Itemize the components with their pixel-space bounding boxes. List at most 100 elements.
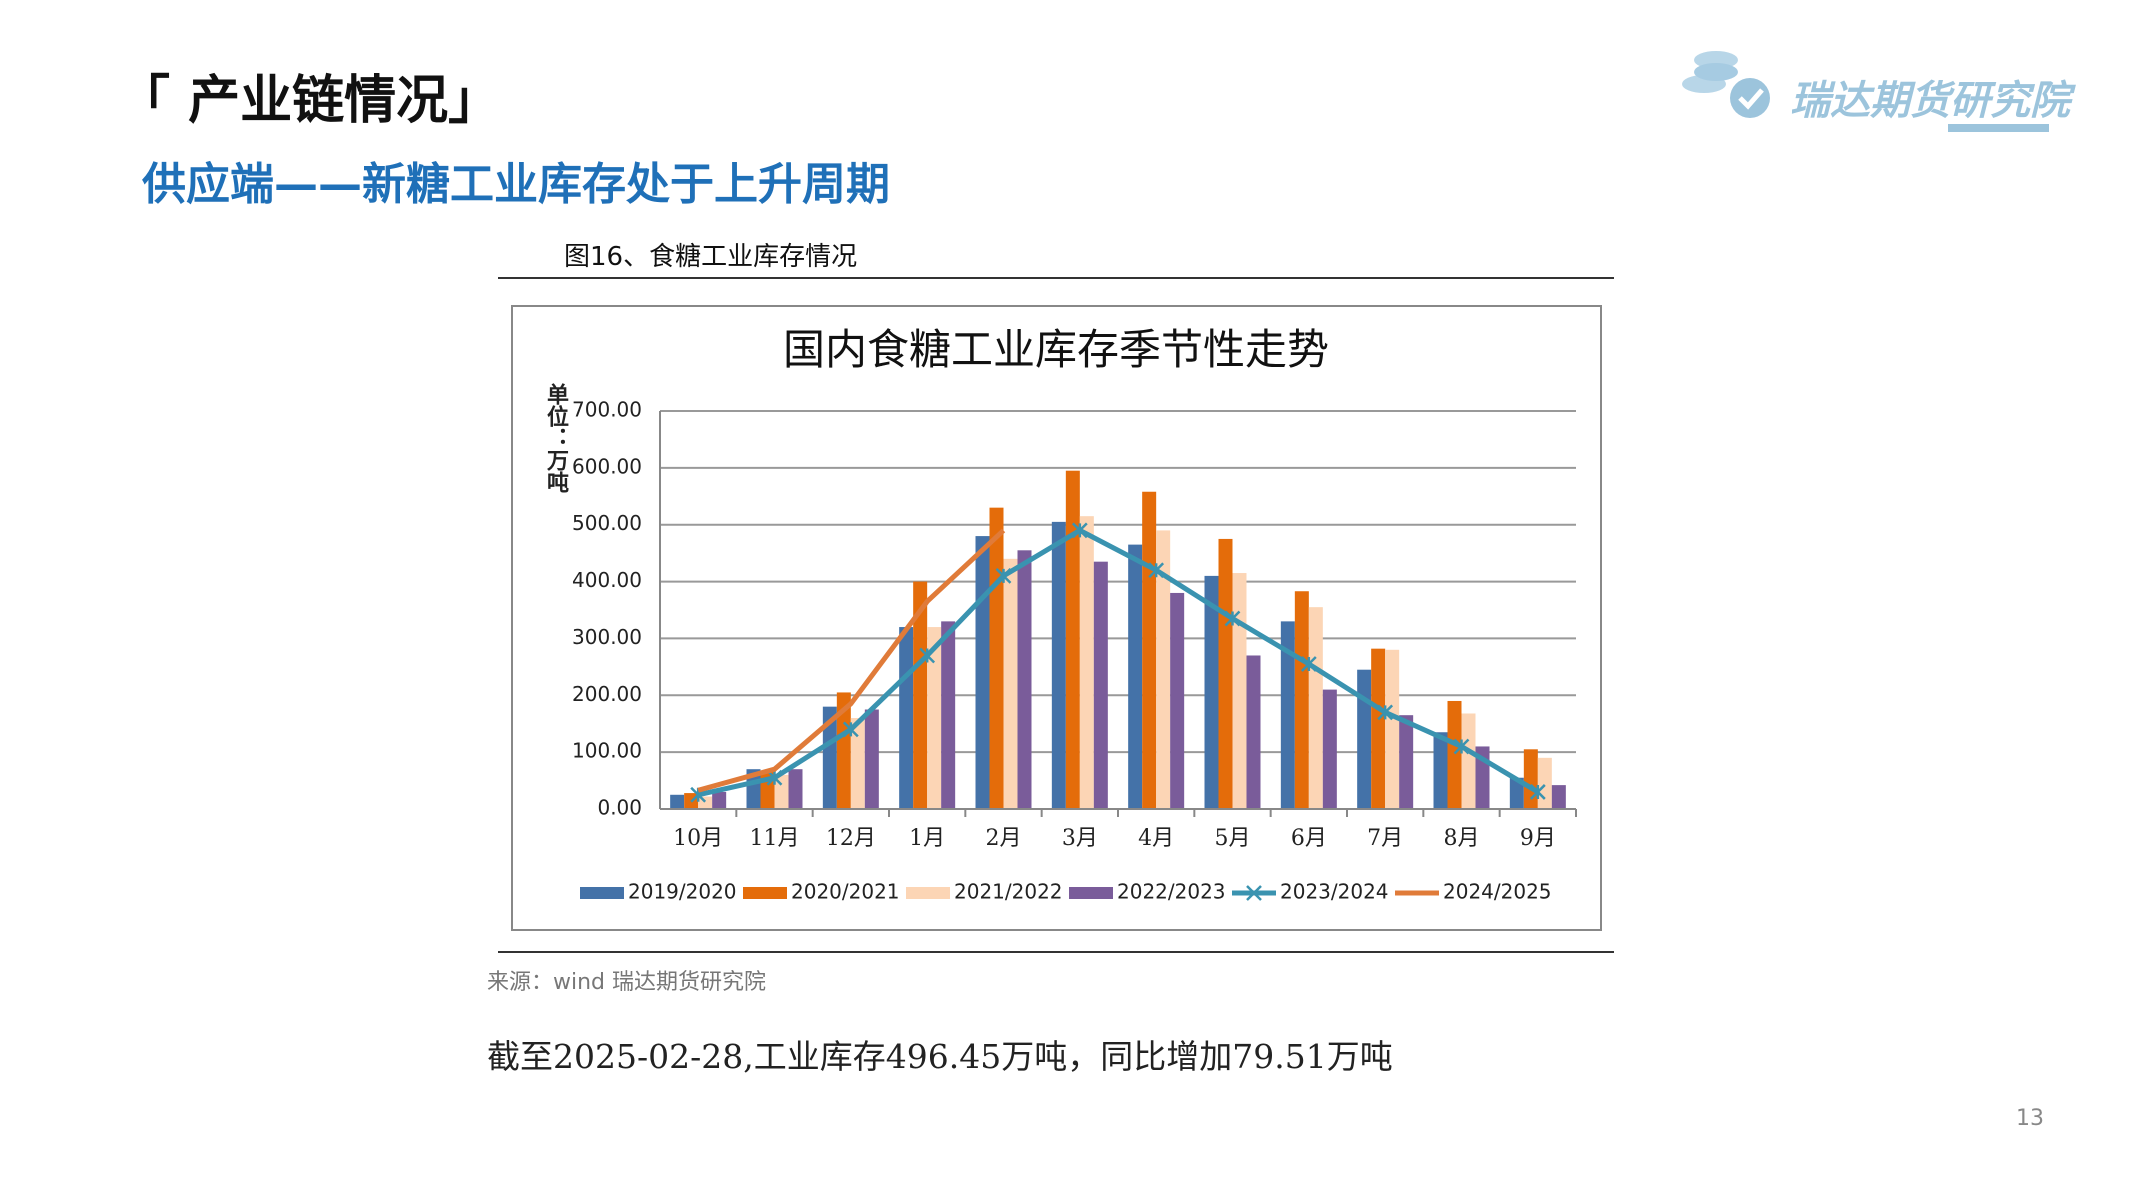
x-tick-label: 11月 <box>750 826 800 851</box>
bar <box>899 627 914 809</box>
y-tick-label: 300.00 <box>572 625 642 649</box>
line-series <box>697 527 1540 798</box>
bar <box>1509 777 1524 809</box>
x-tick-label: 8月 <box>1444 826 1480 851</box>
y-tick-label: 500.00 <box>572 511 642 535</box>
y-tick-label: 700.00 <box>572 398 642 422</box>
x-tick-label: 10月 <box>673 826 723 851</box>
bar <box>774 774 789 809</box>
line-marker <box>1071 522 1088 539</box>
bar <box>1079 516 1094 809</box>
bar <box>864 709 879 809</box>
rule <box>498 951 1614 953</box>
logo-underline <box>1948 124 2049 132</box>
bar <box>1399 715 1414 809</box>
x-tick-label: 3月 <box>1062 826 1098 851</box>
rule <box>498 277 1614 279</box>
x-tick-label: 5月 <box>1215 826 1251 851</box>
x-tick-label: 2月 <box>986 826 1022 851</box>
bar <box>913 581 928 809</box>
bar <box>1017 550 1032 809</box>
bar <box>975 536 990 809</box>
bar <box>1142 491 1157 809</box>
legend-marker <box>1246 885 1262 901</box>
y-tick-label: 400.00 <box>572 568 642 592</box>
bar <box>850 718 865 809</box>
x-tick-label: 12月 <box>826 826 876 851</box>
bar <box>712 791 727 809</box>
line-marker <box>1300 656 1317 672</box>
bar <box>836 692 851 809</box>
legend-swatch <box>906 887 950 899</box>
bar <box>1003 558 1018 809</box>
legend-label: 2023/2024 <box>1280 880 1389 904</box>
line-marker <box>1529 784 1546 800</box>
bar <box>1218 538 1233 809</box>
bar <box>1051 521 1066 809</box>
line-marker <box>1377 704 1394 721</box>
bar <box>1204 575 1219 809</box>
bar <box>1246 655 1261 809</box>
bar <box>1128 544 1143 809</box>
bar <box>1280 621 1295 809</box>
legend-label: 2021/2022 <box>954 880 1063 904</box>
legend-swatch <box>743 887 787 899</box>
bar <box>670 794 685 809</box>
bar <box>788 769 803 809</box>
page-number: 13 <box>2016 1106 2044 1131</box>
bar <box>989 507 1004 809</box>
chart-title: 国内食糖工业库存季节性走势 <box>783 325 1329 374</box>
legend-swatch <box>580 887 624 899</box>
y-tick-label: 200.00 <box>572 682 642 706</box>
figure-caption: 图16、食糖工业库存情况 <box>564 242 858 272</box>
bar <box>1433 732 1448 809</box>
x-tick-label: 4月 <box>1138 826 1174 851</box>
figure-source: 来源：wind 瑞达期货研究院 <box>487 970 767 995</box>
line-marker <box>919 647 936 664</box>
legend-label: 2019/2020 <box>628 880 737 904</box>
line-marker <box>842 721 859 738</box>
y-tick-label: 100.00 <box>572 739 642 763</box>
bar <box>1357 669 1372 809</box>
logo-icon <box>1682 51 1770 118</box>
bar <box>1385 649 1400 809</box>
line-series <box>697 528 1006 793</box>
bar <box>1551 785 1566 809</box>
y-axis-label: 单位：万吨 <box>543 383 570 493</box>
bar <box>1537 757 1552 809</box>
bar <box>1156 530 1171 809</box>
bar <box>1232 573 1247 809</box>
line-marker <box>1148 562 1165 579</box>
bar <box>1371 648 1386 809</box>
bar <box>927 627 942 809</box>
bar <box>822 706 837 809</box>
x-tick-label: 1月 <box>909 826 945 851</box>
bar <box>1447 700 1462 809</box>
legend-swatch <box>1069 887 1113 899</box>
legend-label: 2024/2025 <box>1443 880 1552 904</box>
bar <box>1523 749 1538 809</box>
bar <box>1170 592 1185 809</box>
x-tick-label: 9月 <box>1520 826 1556 851</box>
y-tick-label: 600.00 <box>572 454 642 478</box>
bar <box>1461 713 1476 809</box>
note: 截至2025-02-28,工业库存496.45万吨，同比增加79.51万吨 <box>487 1037 1393 1076</box>
logo-text: 瑞达期货研究院 <box>1790 78 2070 124</box>
line-marker <box>1453 738 1470 755</box>
bar <box>1093 561 1108 809</box>
x-tick-label: 6月 <box>1291 826 1327 851</box>
line-marker <box>1224 610 1241 627</box>
legend-label: 2022/2023 <box>1117 880 1226 904</box>
bar <box>941 621 956 809</box>
bar <box>1294 591 1309 809</box>
bar <box>1065 470 1080 809</box>
slide-title: 「 产业链情况」 <box>118 71 501 131</box>
legend-label: 2020/2021 <box>791 880 900 904</box>
slide-subtitle: 供应端——新糖工业库存处于上升周期 <box>142 159 890 210</box>
bar <box>1308 607 1323 809</box>
line-marker <box>995 568 1012 584</box>
y-tick-label: 0.00 <box>597 796 642 820</box>
x-tick-label: 7月 <box>1367 826 1403 851</box>
